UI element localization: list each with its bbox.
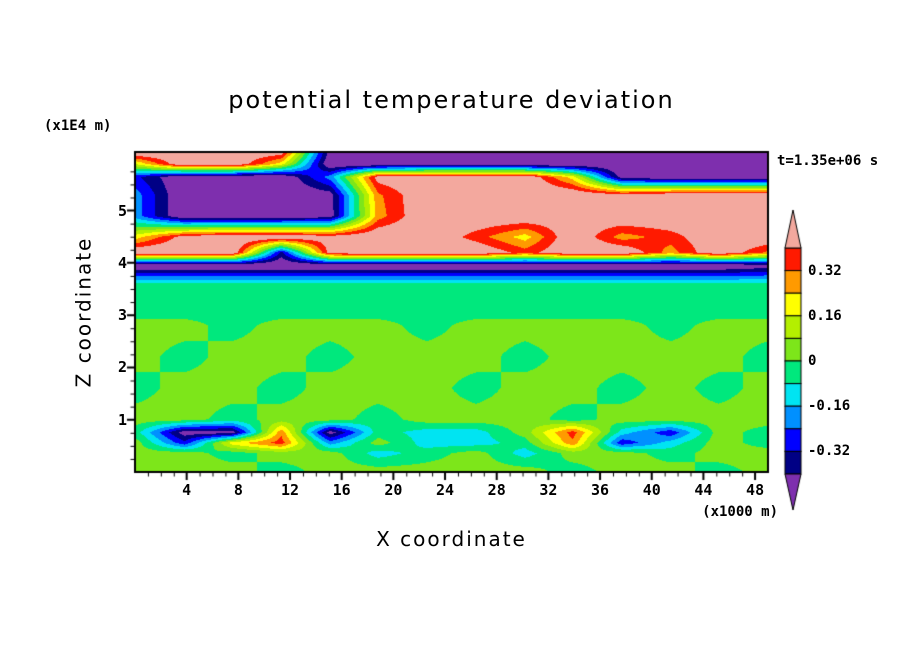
z-tick-label: 1 [117, 410, 127, 429]
z-tick-label: 2 [117, 358, 127, 377]
x-tick-label: 48 [746, 481, 765, 499]
colorbar-tick-label: 0.16 [808, 307, 842, 324]
x-tick-label: 40 [642, 481, 661, 499]
x-axis-unit-label: (x1000 m) [702, 504, 778, 520]
z-axis-title: Z coordinate [70, 152, 96, 472]
z-axis-unit-label: (x1E4 m) [44, 118, 112, 134]
x-tick-label: 28 [487, 481, 506, 499]
z-tick-label: 3 [117, 306, 127, 325]
x-tick-label: 4 [182, 481, 192, 499]
z-tick-label: 4 [117, 253, 127, 272]
z-axis-title-text: Z coordinate [71, 236, 96, 388]
x-axis-title: X coordinate [376, 527, 527, 551]
x-tick-label: 8 [233, 481, 243, 499]
timestamp-label: t=1.35e+06 s [777, 153, 879, 169]
x-tick-label: 20 [384, 481, 403, 499]
x-tick-label: 44 [694, 481, 713, 499]
x-tick-label: 12 [280, 481, 300, 499]
x-tick-label: 16 [332, 481, 351, 499]
plot-title: potential temperature deviation [228, 86, 675, 114]
x-tick-label: 36 [591, 481, 610, 499]
colorbar-tick-label: 0.32 [808, 262, 842, 279]
colorbar-tick-label: 0 [808, 353, 817, 369]
x-tick-label: 32 [539, 481, 558, 499]
colorbar-tick-label: -0.32 [808, 443, 851, 460]
x-tick-label: 24 [436, 481, 455, 499]
colorbar-tick-label: -0.16 [808, 398, 851, 415]
z-tick-label: 5 [117, 201, 127, 220]
